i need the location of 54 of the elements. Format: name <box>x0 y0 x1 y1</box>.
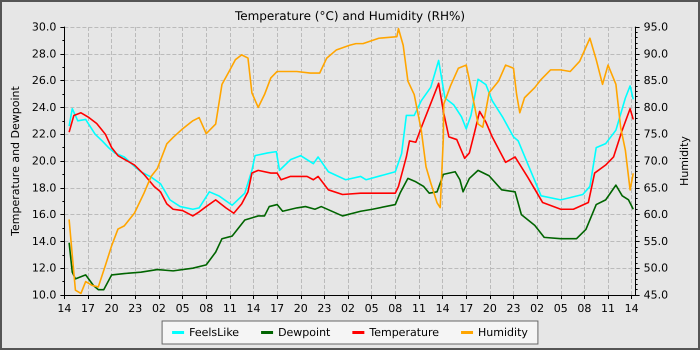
x-tick-label: 02 <box>530 302 544 315</box>
x-tick-label: 05 <box>554 302 568 315</box>
y-tick-label: 16.0 <box>32 208 56 222</box>
y2-tick-label: 50.0 <box>644 262 668 275</box>
y-tick-label: 30.0 <box>32 20 56 34</box>
x-tick-label: 08 <box>199 302 214 315</box>
x-tick-label: 08 <box>388 302 402 315</box>
y2-axis-title: Humidity <box>678 136 691 186</box>
x-tick-label: 11 <box>412 302 426 315</box>
y-tick-label: 28.0 <box>32 47 56 60</box>
x-tick-label: 02 <box>152 302 166 315</box>
y2-tick-label: 70.0 <box>644 154 668 168</box>
y-tick-label: 14.0 <box>32 234 56 248</box>
x-tick-label: 20 <box>294 302 308 315</box>
x-tick-label: 14 <box>624 302 639 315</box>
x-tick-label: 14 <box>436 302 450 315</box>
y-tick-label: 18.0 <box>32 181 56 194</box>
x-tick-label: 14 <box>57 302 72 315</box>
x-tick-label: 05 <box>364 302 379 315</box>
y2-tick-label: 80.0 <box>644 100 668 114</box>
y-tick-label: 12.0 <box>32 262 56 275</box>
y2-tick-label: 90.0 <box>644 47 668 60</box>
legend-label: FeelsLike <box>189 326 240 339</box>
y2-tick-label: 85.0 <box>644 74 668 88</box>
x-tick-label: 23 <box>506 302 520 315</box>
y-tick-label: 26.0 <box>32 74 56 88</box>
x-tick-label: 17 <box>459 302 474 315</box>
x-tick-label: 17 <box>270 302 284 315</box>
y-axis-title: Temperature and Dewpoint <box>9 85 22 237</box>
y-tick-label: 20.0 <box>32 154 56 168</box>
y2-tick-label: 65.0 <box>644 181 668 194</box>
legend-label: Temperature <box>368 326 440 339</box>
y2-tick-label: 60.0 <box>644 208 668 222</box>
x-tick-label: 02 <box>341 302 356 315</box>
chart-title: Temperature (°C) and Humidity (RH%) <box>234 9 466 23</box>
y2-tick-label: 95.0 <box>644 20 668 34</box>
x-tick-label: 11 <box>222 302 237 315</box>
x-tick-label: 20 <box>104 302 119 315</box>
x-tick-label: 23 <box>128 302 142 315</box>
y2-tick-label: 45.0 <box>644 288 668 302</box>
x-tick-label: 17 <box>81 302 96 315</box>
y-tick-label: 10.0 <box>32 288 56 302</box>
x-tick-label: 08 <box>577 302 592 315</box>
legend-label: Dewpoint <box>278 326 332 339</box>
x-tick-label: 23 <box>317 302 332 315</box>
x-tick-label: 11 <box>601 302 616 315</box>
y-tick-label: 22.0 <box>32 128 56 141</box>
x-tick-label: 14 <box>246 302 260 315</box>
y2-tick-label: 75.0 <box>644 128 668 141</box>
x-tick-label: 20 <box>482 302 497 315</box>
x-tick-label: 05 <box>176 302 190 315</box>
legend-label: Humidity <box>478 326 528 339</box>
y2-tick-label: 55.0 <box>644 234 668 248</box>
y-tick-label: 24.0 <box>32 100 56 114</box>
